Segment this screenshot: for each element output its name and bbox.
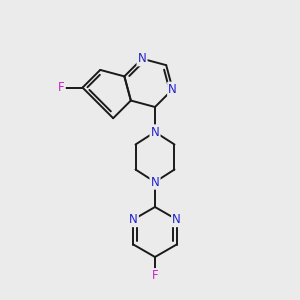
Text: N: N [151, 125, 159, 139]
Text: F: F [58, 81, 64, 94]
Text: N: N [129, 213, 138, 226]
Text: N: N [151, 176, 159, 188]
Text: F: F [152, 269, 158, 282]
Text: N: N [172, 213, 181, 226]
Text: N: N [168, 83, 177, 96]
Text: N: N [138, 52, 146, 65]
